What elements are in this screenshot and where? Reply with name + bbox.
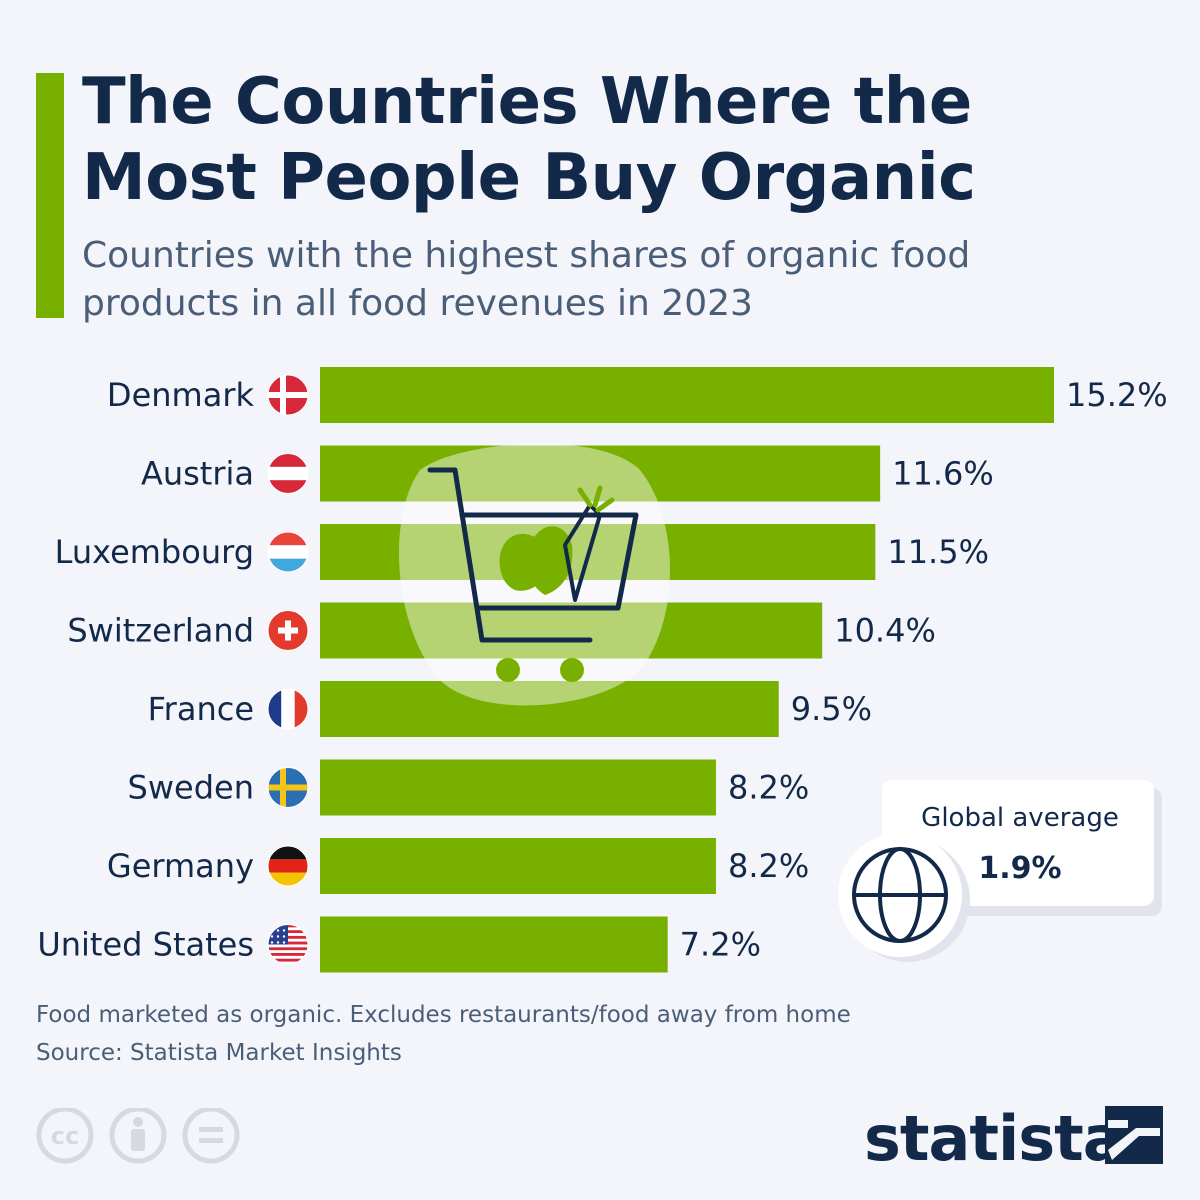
statista-wordmark: statista bbox=[864, 1102, 1124, 1175]
category-label: France bbox=[148, 690, 254, 728]
category-label: Austria bbox=[141, 455, 254, 493]
globe-icon bbox=[852, 847, 948, 943]
value-label: 8.2% bbox=[728, 769, 809, 807]
global-average-value: 1.9% bbox=[978, 851, 1061, 886]
value-label: 8.2% bbox=[728, 847, 809, 885]
svg-text:cc: cc bbox=[51, 1122, 79, 1150]
value-label: 15.2% bbox=[1066, 376, 1168, 414]
switzerland-flag-icon bbox=[267, 610, 309, 651]
license-icons: cc bbox=[36, 1106, 246, 1172]
bar-sweden bbox=[320, 759, 716, 816]
chart-title: The Countries Where the Most People Buy … bbox=[82, 64, 1162, 216]
title-line-1: The Countries Where the bbox=[82, 65, 972, 139]
value-label: 9.5% bbox=[791, 690, 872, 728]
global-average-callout: Global average 1.9% bbox=[838, 780, 1162, 962]
no-derivatives-icon[interactable] bbox=[182, 1106, 240, 1164]
category-label: Sweden bbox=[128, 769, 254, 807]
bar-denmark bbox=[320, 367, 1054, 423]
austria-flag-icon bbox=[267, 453, 309, 494]
france-flag-icon bbox=[267, 688, 309, 730]
denmark-flag-icon bbox=[267, 374, 309, 416]
chart-footnote: Food marketed as organic. Excludes resta… bbox=[36, 1002, 851, 1028]
category-label: Denmark bbox=[107, 376, 255, 414]
category-label: United States bbox=[37, 926, 254, 964]
value-label: 7.2% bbox=[680, 926, 761, 964]
sweden-flag-icon bbox=[267, 767, 309, 808]
category-label: Germany bbox=[107, 847, 254, 885]
title-line-2: Most People Buy Organic bbox=[82, 141, 976, 215]
bar-united-states bbox=[320, 916, 668, 973]
shopping-cart-icon bbox=[398, 443, 670, 706]
united-states-flag-icon bbox=[267, 924, 309, 965]
bar-switzerland bbox=[320, 602, 823, 659]
chart-subtitle: Countries with the highest shares of org… bbox=[82, 232, 1162, 328]
category-label: Luxembourg bbox=[55, 533, 254, 571]
germany-flag-icon bbox=[267, 845, 309, 887]
luxembourg-flag-icon bbox=[267, 531, 309, 573]
attribution-icon[interactable] bbox=[109, 1106, 167, 1164]
global-average-label: Global average bbox=[921, 803, 1119, 833]
subtitle-line-2: products in all food revenues in 2023 bbox=[82, 283, 753, 324]
title-accent-bar bbox=[36, 73, 64, 318]
value-label: 11.6% bbox=[892, 455, 994, 493]
value-label: 10.4% bbox=[834, 612, 936, 650]
bar-luxembourg bbox=[320, 524, 876, 580]
cc-icon[interactable]: cc bbox=[36, 1106, 94, 1164]
chart-source: Source: Statista Market Insights bbox=[36, 1040, 402, 1066]
subtitle-line-1: Countries with the highest shares of org… bbox=[82, 235, 971, 276]
value-label: 11.5% bbox=[887, 533, 989, 571]
statista-mark-icon bbox=[1105, 1106, 1163, 1164]
category-label: Switzerland bbox=[67, 612, 254, 650]
statista-logo[interactable]: statista bbox=[860, 1098, 1170, 1182]
bar-france bbox=[320, 681, 779, 737]
bar-germany bbox=[320, 838, 716, 894]
